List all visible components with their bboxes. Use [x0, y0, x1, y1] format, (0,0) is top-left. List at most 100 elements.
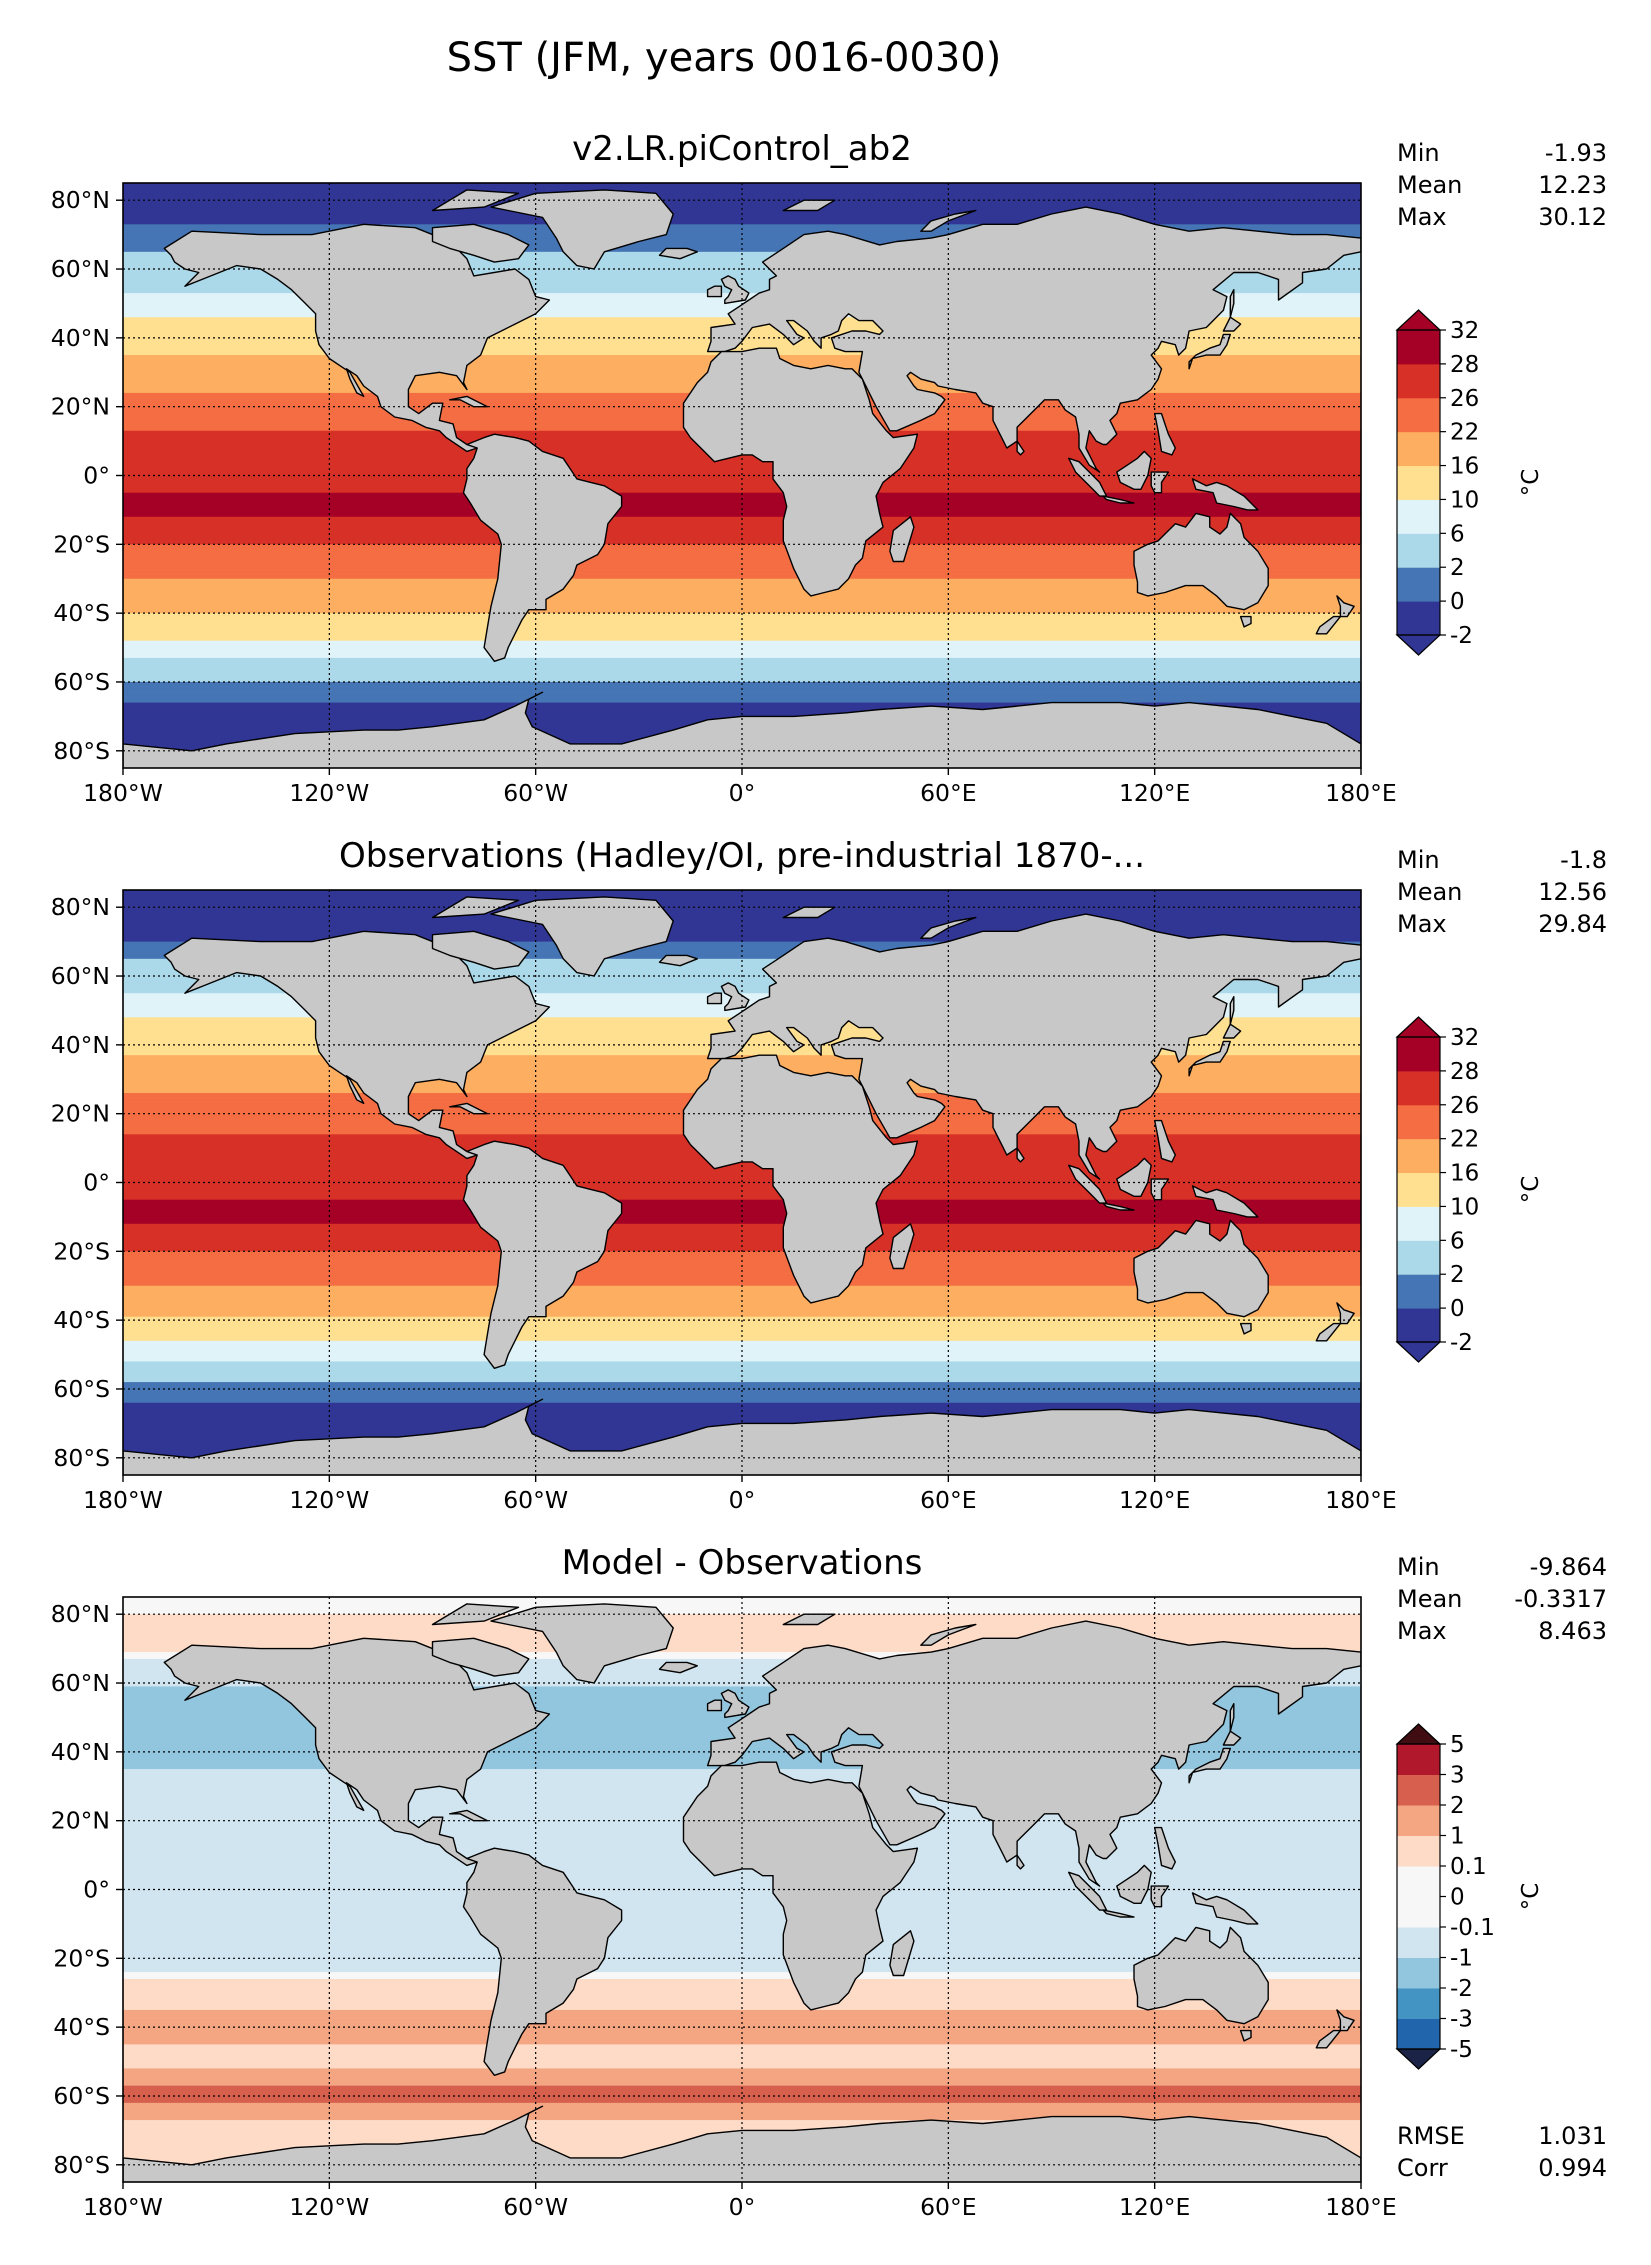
sst-band — [123, 1196, 1361, 1201]
land-borneo — [1116, 1864, 1152, 1905]
colorbar-tick-label: 6 — [1450, 521, 1465, 547]
land-iceland — [658, 954, 698, 967]
sst-band — [123, 630, 1361, 635]
land-japan — [1188, 1040, 1232, 1077]
land-cuba — [449, 1102, 489, 1115]
sst-band — [123, 1182, 1361, 1187]
land-java — [1102, 1909, 1135, 1918]
land-novaya-zemlya — [920, 209, 977, 232]
diff-band — [123, 1913, 1361, 1918]
diff-band — [123, 1652, 1361, 1657]
colorbar-units-label: °C — [1518, 1883, 1544, 1911]
land-greenland — [490, 896, 674, 977]
sst-band — [123, 1330, 1361, 1335]
colorbar-tick-label: 0 — [1450, 1885, 1465, 1911]
sst-band — [123, 348, 1361, 353]
sst-band — [123, 931, 1361, 936]
panel-title: Model - Observations — [562, 1543, 923, 1583]
diff-band — [123, 1934, 1361, 1939]
land-hokkaido — [1222, 1730, 1242, 1746]
sst-band — [123, 1227, 1361, 1232]
stat-value: -9.864 — [1530, 1553, 1607, 1581]
colorbar-swatch — [1397, 1037, 1440, 1072]
diff-band — [123, 1648, 1361, 1653]
sst-band — [123, 982, 1361, 987]
y-tick-label: 60°S — [53, 1375, 110, 1403]
diff-band — [123, 2109, 1361, 2114]
land-sulawesi — [1150, 1885, 1170, 1908]
land-japan — [1188, 1747, 1232, 1784]
diff-band — [123, 1617, 1361, 1622]
colorbar-tick-label: 2 — [1450, 1262, 1465, 1288]
sst-band — [123, 1165, 1361, 1170]
land-baffin-island — [431, 223, 530, 263]
stat-label: Mean — [1397, 171, 1462, 199]
y-tick-label: 40°S — [53, 2013, 110, 2041]
sst-band — [123, 454, 1361, 459]
diff-band — [123, 1917, 1361, 1922]
colorbar-swatch — [1397, 363, 1440, 399]
sst-band — [123, 258, 1361, 263]
land-novaya-zemlya — [920, 1623, 977, 1646]
diff-band — [123, 1989, 1361, 1994]
diff-band — [123, 1762, 1361, 1767]
colorbar-extend-top — [1395, 1016, 1442, 1038]
diff-band — [123, 2068, 1361, 2073]
sst-band — [123, 224, 1361, 229]
colorbar-swatch — [1397, 465, 1440, 500]
colorbar-tick-label: 0.1 — [1450, 1854, 1487, 1880]
sst-band — [123, 193, 1361, 198]
diff-band — [123, 2034, 1361, 2039]
x-tick-label: 180°W — [83, 779, 163, 807]
diff-band — [123, 1597, 1361, 1602]
diff-band — [123, 1693, 1361, 1698]
land-madagascar — [889, 1930, 915, 1977]
sst-band — [123, 489, 1361, 494]
colorbar-swatch — [1397, 2018, 1440, 2050]
land-eurasia — [706, 913, 1361, 1180]
x-tick-label: 120°E — [1119, 1486, 1190, 1514]
sst-band — [123, 709, 1361, 714]
y-tick-label: 20°S — [53, 1944, 110, 1972]
diff-band — [123, 2082, 1361, 2087]
sst-band — [123, 585, 1361, 590]
land-new-guinea — [1191, 1185, 1259, 1218]
diff-band — [123, 1954, 1361, 1959]
sst-band — [123, 269, 1361, 274]
colorbar-tick-label: 28 — [1450, 352, 1479, 378]
sst-band — [123, 1175, 1361, 1180]
land-sakhalin — [1229, 1702, 1235, 1732]
sst-band — [123, 699, 1361, 704]
x-tick-label: 180°E — [1325, 779, 1396, 807]
colorbar-swatch — [1397, 1206, 1440, 1241]
land-eurasia — [706, 206, 1361, 473]
stat-value: 8.463 — [1538, 1617, 1607, 1645]
diff-band — [123, 2102, 1361, 2107]
colorbar-swatch — [1397, 567, 1440, 602]
colorbar-swatch — [1397, 1744, 1440, 1775]
y-tick-label: 20°S — [53, 530, 110, 558]
land-ellesmere-island — [431, 896, 520, 919]
sst-band — [123, 189, 1361, 194]
sst-band — [123, 644, 1361, 649]
land-africa — [682, 1054, 919, 1304]
sst-band — [123, 534, 1361, 539]
colorbar-tick-label: 22 — [1450, 420, 1479, 446]
y-tick-label: 40°S — [53, 1306, 110, 1334]
colorbar-swatch — [1397, 1835, 1440, 1867]
sst-band — [123, 540, 1361, 545]
y-tick-label: 60°S — [53, 2082, 110, 2110]
sst-band — [123, 183, 1361, 188]
sst-band — [123, 962, 1361, 967]
colorbar-swatch — [1397, 499, 1440, 534]
y-tick-label: 80°S — [53, 1444, 110, 1472]
sst-band — [123, 1230, 1361, 1235]
sst-band — [123, 688, 1361, 693]
colorbar-swatch — [1397, 1805, 1440, 1836]
diff-band — [123, 2009, 1361, 2014]
panel-3: Model - Observations 180°W 120°W 60°W 0° 60°E… — [51, 1543, 1607, 2221]
colorbar-units-label: °C — [1518, 1176, 1544, 1204]
colorbar-extend-bottom — [1395, 2048, 1442, 2070]
diff-band — [123, 2023, 1361, 2028]
land-tasmania — [1239, 2029, 1252, 2042]
